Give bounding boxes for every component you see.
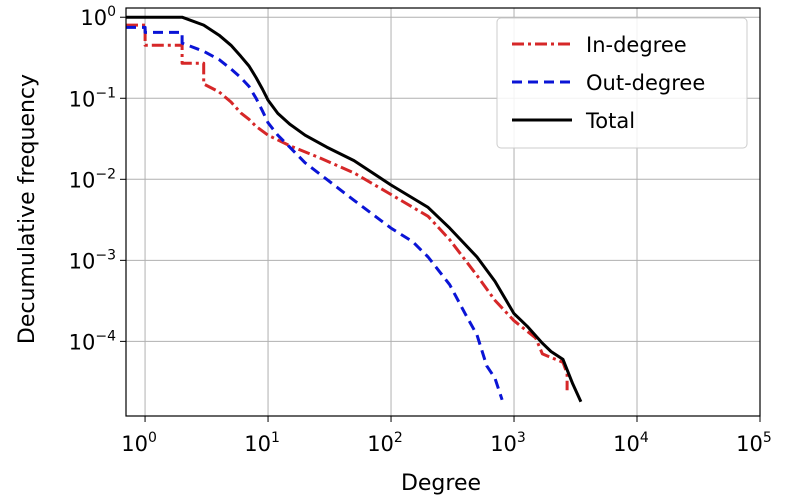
x-tick-label: 104 (613, 430, 649, 456)
legend-label: Out-degree (586, 71, 705, 95)
legend-label: In-degree (586, 33, 687, 57)
x-tick-label: 105 (736, 430, 772, 456)
plot-frame (125, 7, 761, 417)
y-tick-label: 10−1 (69, 85, 116, 111)
legend-label: Total (585, 109, 635, 133)
y-tick-label: 100 (80, 4, 116, 30)
axis-ticks: 100 101 102 103 104 105 100 10−1 10−2 10−3 10−4 (69, 4, 772, 456)
x-tick-label: 102 (367, 430, 403, 456)
series-line-out-degree (126, 25, 504, 401)
legend: In-degree Out-degree Total (496, 17, 748, 149)
series-line-in-degree (126, 23, 569, 391)
y-tick-label: 10−4 (69, 328, 116, 354)
x-tick-label: 103 (490, 430, 526, 456)
x-tick-label: 100 (121, 430, 157, 456)
y-axis-label: Decumulative frequency (15, 74, 40, 344)
series-lines (126, 15, 583, 403)
series-line-total (126, 15, 583, 403)
y-tick-label: 10−2 (69, 166, 116, 192)
y-tick-label: 10−3 (69, 247, 116, 273)
x-axis-label: Degree (401, 471, 481, 496)
legend-box (496, 17, 748, 149)
x-tick-label: 101 (244, 430, 280, 456)
